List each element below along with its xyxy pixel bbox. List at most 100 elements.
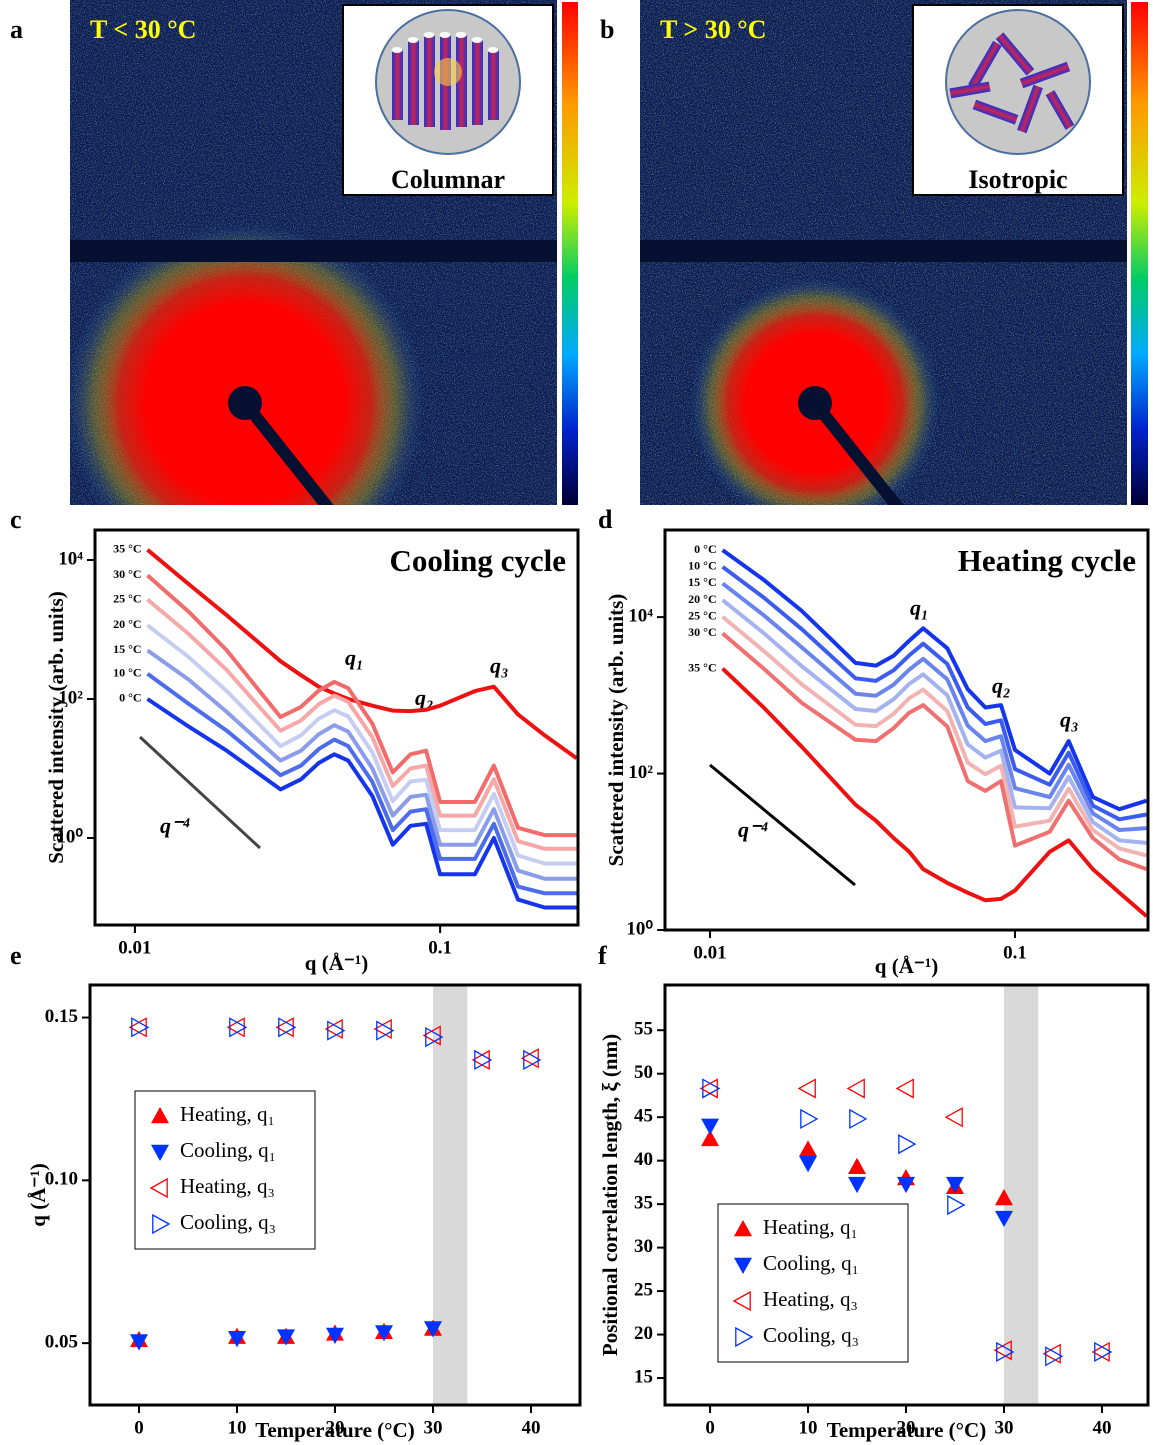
y-tick-label: 25 [634, 1279, 653, 1300]
detector-image-b [640, 0, 1127, 505]
y-tick-label: 10⁰ [56, 826, 83, 847]
data-point [994, 1210, 1013, 1228]
data-point [326, 1327, 344, 1344]
data-point [849, 1108, 868, 1130]
series-label: 10 °C [688, 559, 716, 573]
x-tick-label: 10 [228, 1417, 247, 1438]
data-point [799, 1140, 818, 1157]
x-tick-label: 20 [326, 1417, 345, 1438]
data-point [275, 1017, 294, 1038]
x-tick-label: 0.1 [1003, 942, 1027, 963]
series-label: 20 °C [113, 617, 141, 631]
data-point [895, 1078, 914, 1099]
data-point [1042, 1343, 1061, 1364]
y-tick-label: 15 [634, 1366, 653, 1387]
data-point [327, 1020, 346, 1041]
y-tick-label: 45 [634, 1106, 653, 1127]
data-point [425, 1026, 444, 1048]
power-law-guide [709, 763, 856, 887]
peak-label: q₂ [415, 685, 434, 710]
intensity-curve [146, 697, 577, 910]
x-tick-label: 0.01 [118, 937, 151, 958]
intensity-curve [721, 565, 1147, 822]
x-tick-label: 0 [134, 1417, 144, 1438]
intensity-curve [146, 573, 577, 838]
peak-label: q₃ [490, 653, 509, 678]
intensity-curve [146, 623, 577, 866]
series-label: 35 °C [688, 660, 716, 674]
colorbar [1131, 2, 1148, 505]
y-tick-label: 10⁴ [628, 605, 653, 626]
data-point [848, 1157, 867, 1174]
data-point [1094, 1341, 1113, 1363]
inset-label: Columnar [391, 165, 505, 194]
x-axis-label: Temperature (°C) [255, 1418, 414, 1442]
intensity-curve [721, 631, 1148, 871]
legend-label: Cooling, q₃ [180, 1210, 276, 1234]
series-label: 15 °C [113, 642, 141, 656]
legend-marker [151, 1107, 169, 1124]
data-point [228, 1331, 246, 1348]
series-label: 25 °C [113, 591, 141, 605]
series-label: 20 °C [688, 592, 716, 606]
power-law-guide [138, 735, 262, 850]
power-law-label: q⁻⁴ [160, 813, 190, 838]
series-label: 15 °C [688, 575, 716, 589]
peak-label: q₁ [910, 595, 929, 620]
data-point [799, 1156, 818, 1173]
y-tick-label: 0.10 [45, 1169, 78, 1190]
x-tick-label: 0 [705, 1417, 715, 1438]
y-tick-label: 10⁰ [626, 918, 653, 939]
series-label: 30 °C [113, 567, 141, 581]
y-axis-label: Positional correlation length, ξ (nm) [598, 1034, 622, 1356]
intensity-curve [146, 648, 577, 881]
legend-label: Heating, q₁ [180, 1102, 275, 1126]
y-tick-label: 0.05 [45, 1331, 78, 1352]
shaded-region [1003, 985, 1039, 1405]
intensity-curve [721, 598, 1147, 845]
peak-label: q₁ [345, 645, 364, 670]
data-point [376, 1020, 395, 1041]
plot-frame [663, 983, 1150, 1407]
data-point [278, 1017, 297, 1038]
panel-label: b [600, 15, 614, 44]
panel-title: T > 30 °C [660, 15, 766, 44]
data-point [702, 1078, 721, 1099]
legend-label: Heating, q₁ [763, 1215, 858, 1239]
y-tick-label: 55 [634, 1019, 653, 1040]
legend-marker [152, 1213, 171, 1235]
y-tick-label: 30 [634, 1236, 653, 1257]
colorbar [562, 2, 578, 505]
data-point [229, 1017, 248, 1038]
intensity-curve [146, 672, 577, 896]
intensity-curve [721, 667, 1148, 918]
panel-label: d [598, 505, 613, 534]
y-tick-label: 10² [628, 762, 653, 783]
legend-marker [149, 1177, 168, 1199]
data-point [947, 1194, 966, 1216]
panel-label: f [598, 941, 607, 970]
shaded-region [433, 985, 468, 1405]
data-point [523, 1049, 542, 1070]
y-axis-label: q (Å⁻¹) [26, 1163, 50, 1226]
panel-label: a [10, 15, 23, 44]
data-point [226, 1017, 245, 1038]
intensity-curve [721, 548, 1148, 812]
data-point [996, 1341, 1015, 1363]
legend-label: Heating, q₃ [763, 1287, 858, 1311]
legend-marker [151, 1144, 169, 1161]
series-label: 25 °C [688, 609, 716, 623]
legend-marker [734, 1220, 752, 1237]
data-point [944, 1107, 963, 1128]
intensity-curve [721, 581, 1147, 832]
panel-label: e [10, 941, 22, 970]
data-point [897, 1176, 916, 1194]
y-tick-label: 10² [58, 687, 83, 708]
chart-title: Cooling cycle [390, 543, 567, 578]
intensity-curve [721, 615, 1147, 858]
data-point [471, 1049, 490, 1070]
plot-frame [663, 528, 1150, 932]
intensity-curve [146, 548, 578, 760]
x-tick-label: 0.01 [693, 942, 726, 963]
